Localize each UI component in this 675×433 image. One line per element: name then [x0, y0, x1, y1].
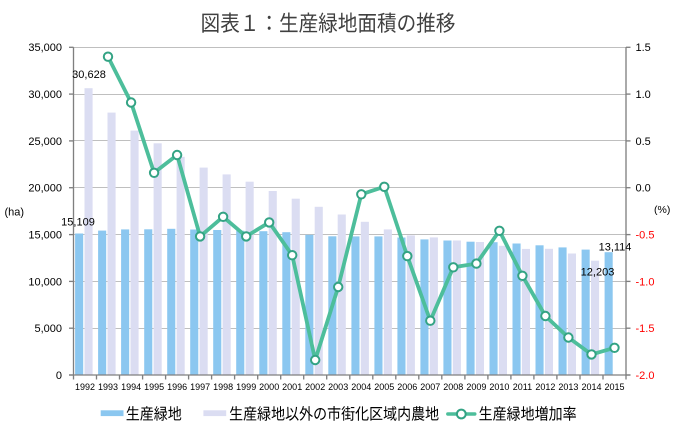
svg-text:25,000: 25,000: [28, 136, 62, 148]
svg-text:1998: 1998: [213, 382, 233, 392]
svg-text:30,628: 30,628: [72, 69, 106, 81]
svg-text:2004: 2004: [351, 382, 371, 392]
svg-text:1999: 1999: [236, 382, 256, 392]
svg-text:2015: 2015: [604, 382, 624, 392]
svg-text:(ha): (ha): [5, 207, 25, 219]
svg-text:2013: 2013: [558, 382, 578, 392]
svg-text:0.5: 0.5: [636, 136, 651, 148]
svg-text:0: 0: [56, 370, 62, 382]
svg-text:20,000: 20,000: [28, 183, 62, 195]
svg-text:1.0: 1.0: [636, 89, 651, 101]
svg-text:(%): (%): [654, 204, 670, 216]
svg-text:30,000: 30,000: [28, 89, 62, 101]
svg-text:2006: 2006: [397, 382, 417, 392]
svg-text:2001: 2001: [282, 382, 302, 392]
svg-text:1995: 1995: [144, 382, 164, 392]
svg-text:2014: 2014: [581, 382, 601, 392]
svg-text:-2.0: -2.0: [636, 370, 655, 382]
svg-text:5,000: 5,000: [34, 323, 62, 335]
svg-text:1992: 1992: [75, 382, 95, 392]
svg-text:1.5: 1.5: [636, 42, 651, 54]
svg-text:13,114: 13,114: [599, 241, 632, 253]
svg-text:2011: 2011: [513, 382, 532, 392]
svg-text:2000: 2000: [259, 382, 279, 392]
svg-text:-1.0: -1.0: [636, 276, 655, 288]
svg-text:10,000: 10,000: [28, 276, 62, 288]
svg-text:1993: 1993: [98, 382, 118, 392]
svg-text:2008: 2008: [443, 382, 463, 392]
svg-text:15,000: 15,000: [28, 230, 62, 242]
svg-text:2010: 2010: [489, 382, 509, 392]
svg-text:2003: 2003: [328, 382, 348, 392]
svg-text:2009: 2009: [466, 382, 486, 392]
svg-text:0.0: 0.0: [636, 183, 651, 195]
svg-text:-0.5: -0.5: [636, 230, 655, 242]
svg-text:12,203: 12,203: [581, 266, 615, 278]
svg-text:1997: 1997: [190, 382, 210, 392]
svg-text:2007: 2007: [420, 382, 440, 392]
svg-text:-1.5: -1.5: [636, 323, 655, 335]
svg-text:2012: 2012: [535, 382, 555, 392]
svg-text:35,000: 35,000: [28, 42, 62, 54]
svg-text:15,109: 15,109: [61, 216, 95, 228]
svg-text:1994: 1994: [121, 382, 141, 392]
svg-text:1996: 1996: [167, 382, 187, 392]
svg-text:2005: 2005: [374, 382, 394, 392]
svg-text:2002: 2002: [305, 382, 325, 392]
